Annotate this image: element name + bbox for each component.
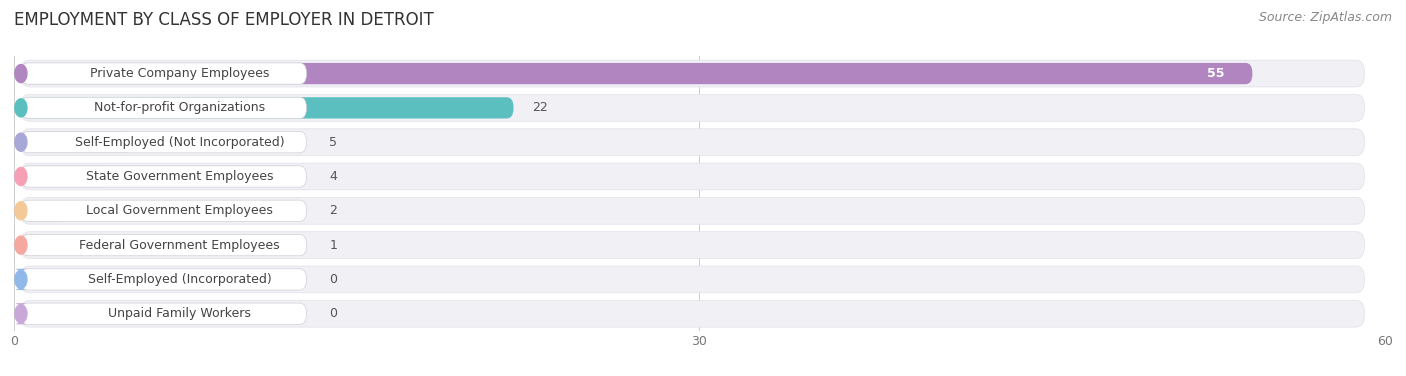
Text: Source: ZipAtlas.com: Source: ZipAtlas.com [1258, 11, 1392, 24]
Text: Unpaid Family Workers: Unpaid Family Workers [108, 307, 252, 320]
Circle shape [15, 65, 27, 83]
FancyBboxPatch shape [21, 97, 513, 118]
Circle shape [15, 270, 27, 288]
Circle shape [15, 99, 27, 117]
FancyBboxPatch shape [21, 266, 1364, 293]
Text: 1: 1 [329, 239, 337, 252]
Circle shape [15, 167, 27, 185]
FancyBboxPatch shape [14, 303, 28, 324]
FancyBboxPatch shape [21, 200, 66, 221]
Text: Private Company Employees: Private Company Employees [90, 67, 270, 80]
FancyBboxPatch shape [21, 166, 111, 187]
Text: 22: 22 [531, 102, 547, 114]
FancyBboxPatch shape [21, 300, 1364, 327]
Text: Not-for-profit Organizations: Not-for-profit Organizations [94, 102, 266, 114]
Text: Federal Government Employees: Federal Government Employees [79, 239, 280, 252]
Circle shape [15, 236, 27, 254]
FancyBboxPatch shape [21, 166, 307, 187]
Text: 0: 0 [329, 273, 337, 286]
FancyBboxPatch shape [21, 63, 1253, 84]
FancyBboxPatch shape [21, 132, 132, 153]
FancyBboxPatch shape [21, 235, 307, 256]
Text: 2: 2 [329, 204, 337, 217]
Text: 0: 0 [329, 307, 337, 320]
Text: Local Government Employees: Local Government Employees [86, 204, 273, 217]
Text: 55: 55 [1208, 67, 1225, 80]
FancyBboxPatch shape [21, 163, 1364, 190]
Text: EMPLOYMENT BY CLASS OF EMPLOYER IN DETROIT: EMPLOYMENT BY CLASS OF EMPLOYER IN DETRO… [14, 11, 434, 29]
Circle shape [15, 305, 27, 323]
Text: Self-Employed (Incorporated): Self-Employed (Incorporated) [87, 273, 271, 286]
FancyBboxPatch shape [21, 129, 1364, 156]
FancyBboxPatch shape [21, 197, 1364, 224]
FancyBboxPatch shape [21, 97, 307, 118]
Text: 4: 4 [329, 170, 337, 183]
FancyBboxPatch shape [21, 232, 1364, 258]
Text: State Government Employees: State Government Employees [86, 170, 273, 183]
FancyBboxPatch shape [21, 132, 307, 153]
Text: Self-Employed (Not Incorporated): Self-Employed (Not Incorporated) [75, 136, 284, 149]
FancyBboxPatch shape [21, 63, 307, 84]
Text: 5: 5 [329, 136, 337, 149]
Circle shape [15, 202, 27, 220]
FancyBboxPatch shape [21, 200, 307, 221]
FancyBboxPatch shape [14, 269, 28, 290]
Circle shape [15, 133, 27, 151]
FancyBboxPatch shape [21, 60, 1364, 87]
FancyBboxPatch shape [21, 303, 307, 324]
FancyBboxPatch shape [21, 235, 44, 256]
FancyBboxPatch shape [21, 269, 307, 290]
FancyBboxPatch shape [21, 94, 1364, 121]
